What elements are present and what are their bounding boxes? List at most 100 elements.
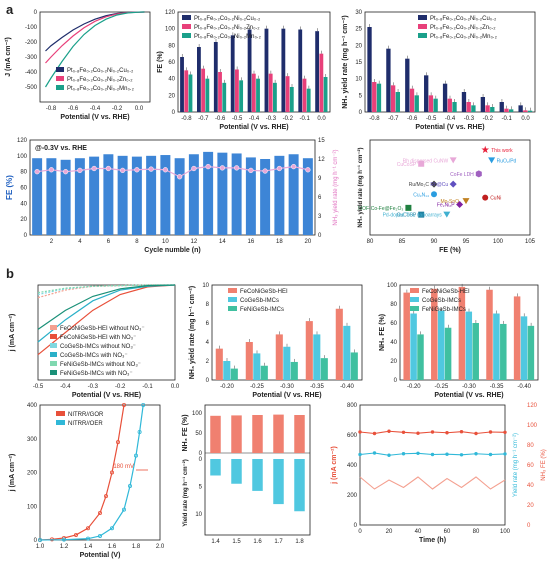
x-tick-label: -0.20 bbox=[220, 384, 234, 390]
data-point bbox=[401, 430, 406, 434]
bar bbox=[433, 98, 438, 112]
point-label: RuO₂/Pd bbox=[497, 158, 517, 164]
y-axis-label: FE (%) bbox=[157, 51, 164, 73]
point-label: Pd-doped TiO₂ nanoarrays bbox=[383, 213, 443, 219]
data-point bbox=[503, 452, 507, 456]
y-tick-label: 40 bbox=[168, 77, 175, 83]
legend-entry: Pt₀.₈Fe₀.₂Co₀.₂Ni₀.₂Zn₀.₂ bbox=[194, 25, 260, 31]
y-tick-label: -500 bbox=[25, 85, 38, 91]
point-label: Rh dispersed CuNW bbox=[403, 158, 449, 164]
x-tick-label: 1.7 bbox=[274, 539, 283, 545]
y-tick-label: 400 bbox=[27, 403, 38, 409]
bar bbox=[409, 88, 415, 112]
y-axis-label: NH₃ yield rate (mg h⁻¹ cm⁻²) bbox=[342, 15, 349, 108]
data-point bbox=[91, 165, 97, 172]
bar bbox=[230, 368, 238, 380]
point-label: CoFe LDH bbox=[450, 172, 474, 178]
x-tick-label: -0.3 bbox=[88, 384, 99, 390]
y-tick-label: 20 bbox=[390, 359, 397, 365]
x-tick-label: -0.4 bbox=[249, 116, 260, 122]
bar bbox=[197, 47, 201, 112]
x-tick-label: 18 bbox=[276, 239, 283, 245]
x-tick-label: -0.4 bbox=[90, 106, 101, 112]
bar bbox=[523, 110, 528, 112]
legend-swatch bbox=[182, 33, 191, 38]
point-label: MOF-Co-Fe@Fe₂O₃ bbox=[358, 206, 403, 212]
x-tick-label: 0 bbox=[358, 529, 362, 535]
data-point bbox=[162, 167, 169, 173]
data-point bbox=[48, 167, 55, 173]
y-tick-label: 0 bbox=[34, 538, 38, 544]
x-tick-label: 1.8 bbox=[132, 544, 141, 550]
series-line bbox=[359, 476, 506, 490]
legend-entry: Pt₀.₈Fe₀.₂Co₀.₂Ni₀.₂Mn₀.₂ bbox=[67, 86, 135, 92]
legend-entry: Pt₀.₈Fe₀.₂Co₀.₂Ni₀.₂Zn₀.₂ bbox=[67, 77, 133, 83]
legend-swatch bbox=[418, 33, 427, 38]
bar bbox=[223, 361, 231, 380]
x-tick-label: -0.1 bbox=[142, 384, 153, 390]
legend-swatch bbox=[56, 76, 64, 81]
y-tick-label: 5 bbox=[359, 93, 363, 99]
data-point bbox=[98, 510, 103, 515]
legend-entry: Pt₀.₈Fe₀.₂Co₀.₂Ni₀.₂Cu₀.₂ bbox=[430, 16, 497, 22]
x-tick-label: 95 bbox=[463, 239, 470, 245]
bar bbox=[290, 361, 298, 380]
x-tick-label: 1.8 bbox=[295, 539, 304, 545]
bar bbox=[210, 415, 221, 453]
data-point bbox=[503, 430, 507, 434]
x-tick-label: 60 bbox=[444, 529, 451, 535]
x-tick-label: -0.2 bbox=[115, 384, 126, 390]
y-tick-label: 10 bbox=[355, 77, 362, 83]
x-tick-label: -0.35 bbox=[310, 384, 324, 390]
bar bbox=[490, 107, 495, 112]
bar bbox=[205, 78, 210, 112]
y-tick-label: 20 bbox=[20, 217, 27, 223]
x-tick-label: -0.2 bbox=[112, 106, 123, 112]
data-point bbox=[416, 431, 420, 435]
data-point bbox=[358, 430, 362, 434]
data-point bbox=[276, 165, 283, 172]
bar bbox=[222, 82, 227, 112]
x-tick-label: -0.1 bbox=[299, 116, 310, 122]
series-line bbox=[39, 404, 144, 541]
bar bbox=[231, 459, 242, 484]
y-tick-label: -400 bbox=[25, 70, 38, 76]
panel-label-b: b bbox=[6, 266, 14, 281]
bar bbox=[264, 28, 269, 113]
series-line bbox=[44, 11, 145, 88]
bar bbox=[131, 156, 142, 235]
y-tick-label: 0 bbox=[34, 10, 38, 16]
bar bbox=[306, 88, 311, 112]
legend-entry: Pt₀.₈Fe₀.₂Co₀.₂Ni₀.₂Mn₀.₂ bbox=[430, 34, 498, 40]
legend-entry: NITRR//OER bbox=[68, 421, 103, 427]
x-tick-label: -0.4 bbox=[60, 384, 71, 390]
x-tick-label: 85 bbox=[399, 239, 406, 245]
y-tick-label: 100 bbox=[387, 283, 398, 289]
bar bbox=[252, 459, 263, 491]
x-tick-label: -0.4 bbox=[445, 116, 456, 122]
bar bbox=[201, 68, 206, 112]
bar bbox=[103, 154, 114, 235]
bar bbox=[428, 95, 434, 112]
y-tick-label: 40 bbox=[390, 340, 397, 346]
y-tick-label: 0 bbox=[199, 451, 203, 457]
y-tick-label: 0 bbox=[394, 378, 398, 384]
legend-entry: Pt₀.₈Fe₀.₂Co₀.₂Ni₀.₂Mn₀.₂ bbox=[194, 34, 262, 40]
bar bbox=[188, 154, 199, 235]
point-label: CuNi bbox=[490, 196, 501, 202]
point-label: Rh@Cu bbox=[430, 182, 448, 188]
y-tick-label: 8 bbox=[206, 302, 210, 308]
point-label: CuCoSP bbox=[397, 162, 417, 168]
x-tick-label: -0.3 bbox=[464, 116, 475, 122]
bar bbox=[89, 156, 100, 235]
point-label: Fe₂Ni₂P bbox=[437, 202, 455, 208]
bar bbox=[527, 110, 533, 112]
series-line bbox=[37, 284, 176, 330]
bar bbox=[46, 158, 57, 235]
x-tick-label: 100 bbox=[500, 529, 511, 535]
x-tick-label: 4 bbox=[78, 239, 82, 245]
bar bbox=[231, 415, 242, 453]
legend-entry: CoGeSb-IMCs without NO₃⁻ bbox=[60, 344, 136, 350]
y-tick-label: 0 bbox=[206, 378, 210, 384]
